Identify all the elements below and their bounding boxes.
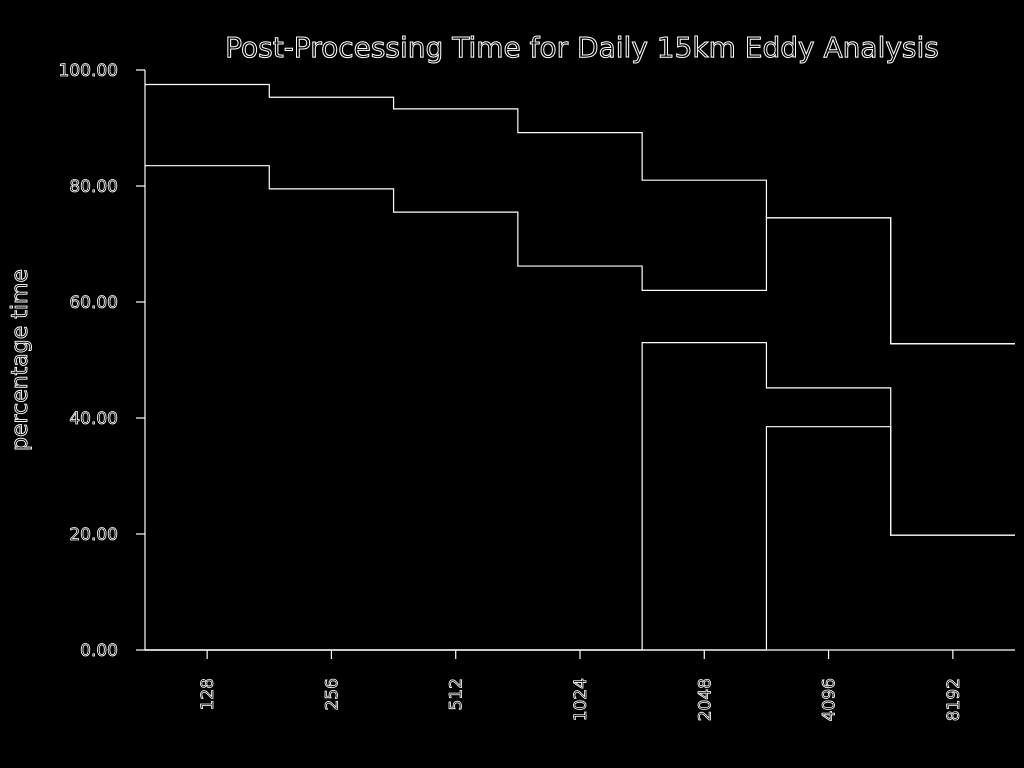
y-tick-label: 100.00 [59,61,118,81]
y-axis-label: percentage time [8,269,33,451]
x-tick-label: 256 [322,678,342,710]
x-tick-label: 128 [198,678,218,710]
y-tick-label: 20.00 [69,525,118,545]
y-tick-label: 0.00 [80,641,118,661]
x-tick-label: 2048 [695,678,715,721]
series-lines [145,83,1015,651]
y-ticks: 0.00 20.00 40.00 60.00 80.00 100.00 [58,61,145,661]
series-line-2 [145,342,1015,651]
series-line-4 [145,83,1015,345]
x-tick-label: 1024 [571,678,591,721]
y-tick-label: 80.00 [69,177,118,197]
y-tick-label: 60.00 [69,293,118,313]
x-tick-label: 512 [447,678,467,710]
x-tick-label: 8192 [944,678,964,721]
chart-title: Post-Processing Time for Daily 15km Eddy… [225,31,939,64]
x-tick-label: 4096 [820,678,840,721]
x-ticks: 128 256 512 1024 2048 4096 8192 [198,650,964,722]
y-tick-label: 40.00 [69,409,118,429]
